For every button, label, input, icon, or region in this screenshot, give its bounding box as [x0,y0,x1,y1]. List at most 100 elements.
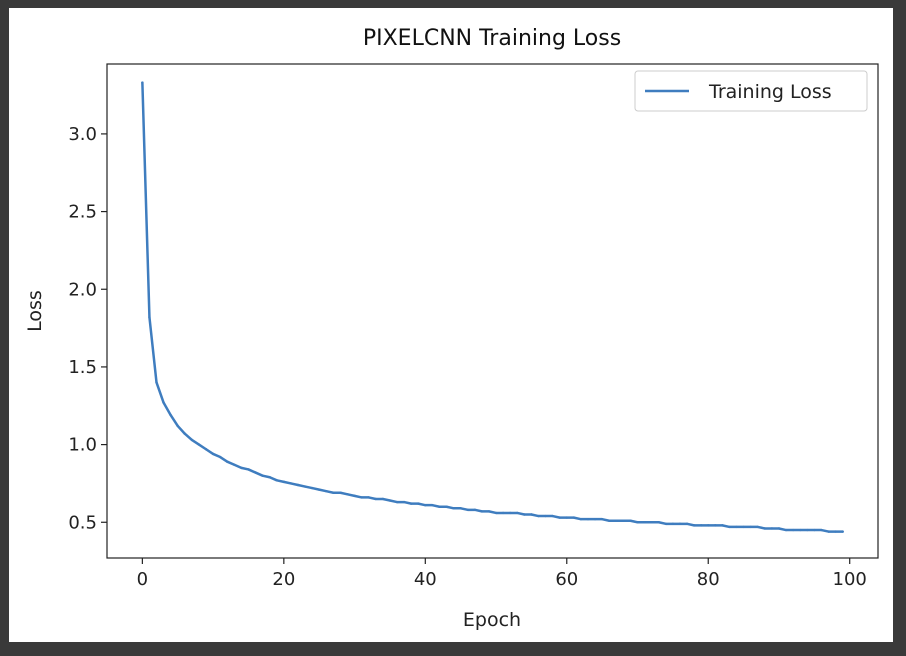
data-point [261,474,264,477]
data-point [572,516,576,519]
data-point [664,522,667,526]
data-point [374,497,377,501]
data-point [593,517,597,521]
data-point [409,502,413,505]
data-point [551,514,554,518]
data-point [657,521,660,524]
data-point [402,500,406,504]
data-point [367,496,370,499]
data-point [325,490,328,493]
data-point [204,448,208,451]
data-point [600,517,604,521]
data-point [544,514,547,518]
data-point [699,524,703,527]
data-point [728,525,731,529]
x-tick-label: 100 [833,569,867,590]
y-tick-label: 2.0 [68,279,97,300]
line-chart: PIXELCNN Training Loss 0 20 40 60 80 100 0.5 1.… [24,26,879,631]
chart-figure: PIXELCNN Training Loss 0 20 40 60 80 100 0.5 1.… [9,8,893,642]
data-point [211,452,215,456]
data-point [395,500,399,504]
data-point [310,486,314,490]
data-point [742,525,745,529]
data-point [445,505,448,508]
data-point [558,516,561,519]
y-tick-label: 2.5 [68,202,97,223]
data-point [523,513,526,516]
data-point [176,424,179,428]
training-loss-line [141,81,844,533]
x-tick-label: 20 [272,569,295,590]
data-point [784,528,788,532]
data-point [183,432,187,435]
plot-area-frame [106,63,879,559]
data-point [530,513,533,516]
data-point [473,508,477,512]
data-point [254,471,257,474]
data-point [417,502,420,505]
data-point [169,413,172,417]
x-tick-label: 80 [697,569,720,590]
data-point [487,510,491,513]
data-point [791,528,795,532]
x-tick-label: 40 [414,569,437,590]
data-point [233,463,236,466]
data-point [162,401,165,404]
y-tick-label: 1.5 [68,357,97,378]
data-point [332,491,335,494]
data-point [240,466,243,470]
x-tick-label: 60 [555,569,578,590]
data-point [636,521,639,524]
data-point [643,521,646,524]
data-point [763,527,767,530]
chart-title: PIXELCNN Training Loss [363,26,621,51]
data-point [770,527,774,530]
data-point [148,316,151,319]
data-point [466,508,469,512]
data-point [756,525,759,529]
x-tick-label: 0 [137,569,148,590]
data-point [692,524,696,527]
data-point [622,519,625,522]
data-point [813,528,816,532]
data-point [480,510,484,513]
data-point [714,524,717,527]
x-axis-label: Epoch [463,609,521,631]
data-point [360,496,363,499]
data-point [431,503,434,507]
data-point [318,488,321,491]
data-point [650,521,653,524]
data-point [438,505,441,508]
data-point [820,528,823,532]
data-point [565,516,568,519]
data-point [346,493,349,496]
data-point [303,485,307,488]
data-point [339,491,342,494]
data-point [282,480,286,484]
data-point [501,511,505,515]
data-point [678,522,682,526]
data-point [629,519,632,522]
legend-box [634,70,868,112]
data-point [537,514,540,518]
legend-entry-training-loss: Training Loss [708,81,832,103]
data-point [424,503,427,507]
data-point [685,522,689,526]
data-point [353,494,356,498]
data-point [141,81,144,84]
y-tick-label: 1.0 [68,435,97,456]
data-point [798,528,802,532]
data-point [608,519,611,522]
y-tick-label: 0.5 [68,512,97,533]
data-point [452,507,455,510]
data-point [834,530,837,533]
data-point [197,443,201,446]
data-point [459,507,462,510]
y-axis-label: Loss [24,290,46,332]
data-point [218,455,222,459]
data-point [190,438,194,442]
data-point [289,482,293,485]
data-point [806,528,809,532]
data-point [226,460,229,463]
data-point [516,511,519,515]
